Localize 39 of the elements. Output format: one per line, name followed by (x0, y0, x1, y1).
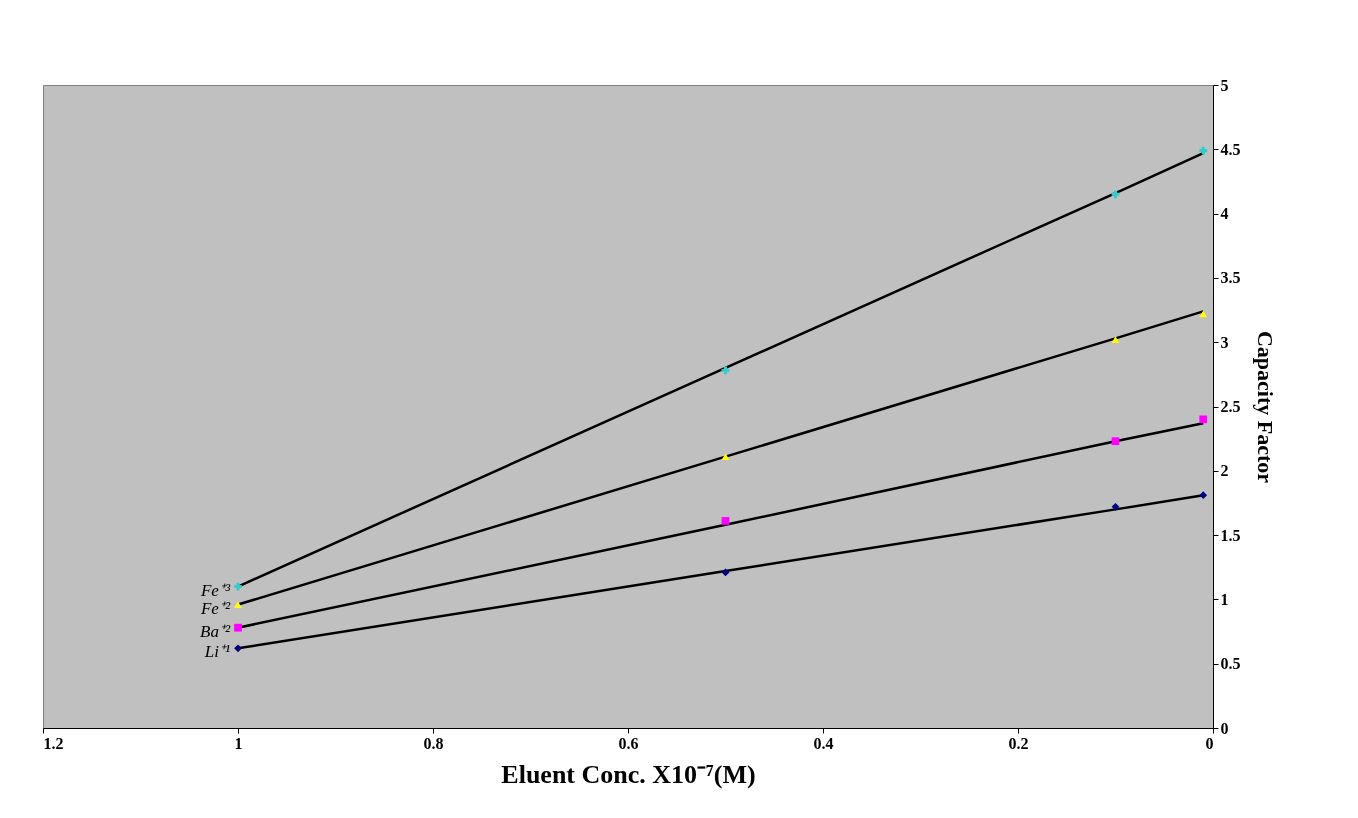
point (1199, 310, 1208, 318)
point (1199, 491, 1208, 500)
point (721, 453, 730, 461)
point (1111, 502, 1120, 511)
y-tick-label: 3.5 (1220, 269, 1241, 287)
x-tick-label: 1.2 (43, 734, 64, 752)
point (234, 601, 242, 608)
x-tick-label: 0.6 (618, 734, 639, 752)
x-tick-label: 0.4 (813, 734, 834, 752)
point (1111, 437, 1120, 446)
y-tick-label: 2.5 (1220, 398, 1241, 415)
y-axis-title: Capacity Factor (1252, 330, 1278, 484)
point (721, 517, 730, 525)
point (1111, 190, 1120, 199)
y-tick-label: 4 (1220, 205, 1229, 223)
y-tick-label: 1.5 (1220, 526, 1241, 544)
y-tick-label: 3 (1220, 333, 1229, 351)
series-label: Li⁺¹ (203, 642, 230, 662)
x-axis-title: Eluent Conc. X10⁻⁷(M) (501, 759, 756, 789)
series-label: Fe⁺³ (199, 580, 231, 600)
y-tick-label: 4.5 (1220, 140, 1241, 158)
point (1111, 336, 1120, 343)
x-tick-label: 0 (1205, 734, 1214, 752)
point (234, 644, 242, 653)
y-tick-label: 1 (1220, 590, 1229, 608)
point (234, 582, 242, 591)
point (1199, 146, 1208, 155)
x-tick-label: 0.8 (423, 734, 444, 752)
y-tick-label: 0.5 (1220, 655, 1241, 673)
line-series (236, 310, 1205, 606)
y-tick-label: 0 (1220, 719, 1229, 737)
y-tick-label: 5 (1220, 76, 1229, 94)
point (234, 623, 242, 632)
point (1199, 415, 1208, 424)
y-tick-label: 2 (1220, 462, 1229, 480)
series-label: Fe⁺² (199, 598, 231, 618)
x-tick-label: 1 (234, 734, 243, 752)
series-label: Ba⁺² (200, 621, 231, 641)
x-tick-label: 0.2 (1008, 734, 1029, 752)
